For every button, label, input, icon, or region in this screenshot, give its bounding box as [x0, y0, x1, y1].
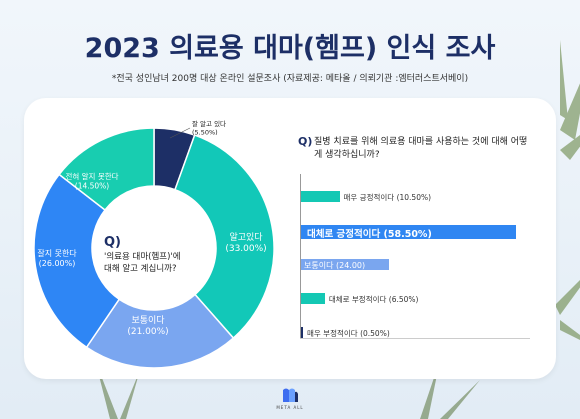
donut-slice-value: (14.50%) — [75, 182, 110, 191]
bar — [301, 293, 325, 304]
bar-y-axis — [300, 174, 301, 339]
donut-slice-label: 보통이다 — [131, 315, 165, 326]
bar — [301, 327, 303, 338]
bar-question-mark: Q) — [298, 135, 313, 148]
bar — [301, 225, 516, 239]
donut-slice-label: 전혀 알지 못한다 — [65, 171, 118, 181]
donut-slice-value: (5.50%) — [192, 129, 218, 137]
donut-chart: 잘 알고 있다(5.50%) 알고있다(33.00%) 보통이다(21.00%) 잘지… — [33, 119, 275, 369]
donut-question-mark: Q) — [104, 235, 121, 250]
donut-slice — [174, 134, 275, 340]
page-subtitle: *전국 성인남녀 200명 대상 온라인 설문조사 (자료제공: 메타올 / 의… — [111, 74, 469, 84]
bar-label: 매우 긍정적이다 (10.50%) — [343, 193, 432, 202]
donut-slice — [33, 173, 121, 349]
donut-question-line1: '의료용 대마(헴프)'에 — [104, 251, 181, 262]
donut-slice — [85, 293, 235, 369]
bar — [301, 191, 340, 202]
bar-label: 대체로 긍정적이다 (58.50%) — [307, 229, 432, 240]
donut-leader-line — [169, 127, 191, 139]
donut-slice — [58, 127, 155, 212]
bar-label: 보통이다 (24.00) — [304, 261, 366, 270]
page-title: 2023 의료용 대마(헴프) 인식 조사 — [84, 33, 496, 64]
donut-slice-value: (33.00%) — [225, 244, 266, 254]
donut-slice-label: 잘지 못한다 — [37, 249, 77, 258]
donut-question-line2: 대해 알고 계십니까? — [104, 263, 176, 274]
bar-question-text: 질병 치료를 위해 의료용 대마를 사용하는 것에 대해 어떻게 생각하십니까? — [314, 137, 528, 160]
bar-label: 대체로 부정적이다 (6.50%) — [328, 295, 419, 304]
meta-all-logo — [283, 388, 298, 402]
bar-label: 매우 부정적이다 (0.50%) — [307, 329, 390, 338]
bar-x-axis — [300, 338, 530, 339]
donut-slice-label: 잘 알고 있다 — [192, 119, 226, 128]
donut-slice-value: (21.00%) — [127, 327, 168, 337]
donut-slice-value: (26.00%) — [39, 259, 76, 268]
bar — [301, 259, 389, 270]
donut-slice-label: 알고있다 — [229, 231, 263, 243]
logo-text: META ALL — [276, 405, 304, 410]
